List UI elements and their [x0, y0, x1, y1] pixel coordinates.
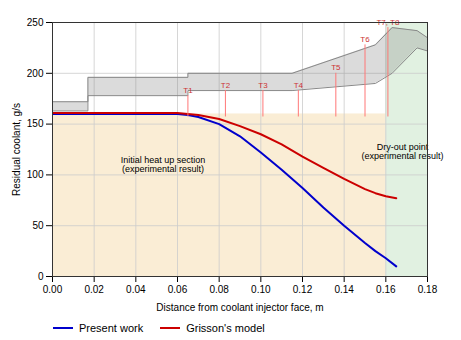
svg-text:0.04: 0.04	[126, 284, 146, 295]
svg-text:T5: T5	[331, 63, 341, 72]
svg-text:T2: T2	[221, 81, 231, 90]
svg-text:Dry-out point(experimental res: Dry-out point(experimental result)	[361, 142, 443, 161]
svg-text:250: 250	[27, 17, 44, 28]
svg-text:T1: T1	[183, 86, 193, 95]
svg-text:T7, T8: T7, T8	[376, 17, 400, 27]
svg-text:0.08: 0.08	[209, 284, 229, 295]
svg-text:0.14: 0.14	[334, 284, 354, 295]
svg-text:100: 100	[27, 169, 44, 180]
svg-text:T6: T6	[360, 35, 370, 44]
svg-text:50: 50	[32, 220, 44, 231]
svg-text:0.02: 0.02	[84, 284, 104, 295]
svg-text:200: 200	[27, 68, 44, 79]
svg-text:0.06: 0.06	[168, 284, 188, 295]
svg-text:Distance from coolant injector: Distance from coolant injector face, m	[156, 302, 323, 313]
svg-text:0.18: 0.18	[418, 284, 438, 295]
svg-text:T4: T4	[294, 81, 304, 90]
svg-text:0.12: 0.12	[293, 284, 313, 295]
svg-text:Initial heat up section(experi: Initial heat up section(experimental res…	[121, 155, 206, 174]
svg-text:0.00: 0.00	[43, 284, 63, 295]
svg-text:0: 0	[38, 271, 44, 282]
svg-text:150: 150	[27, 118, 44, 129]
svg-text:Residual coolant, g/s: Residual coolant, g/s	[11, 103, 22, 196]
html-text:Grisson's model: Grisson's model	[186, 322, 265, 334]
svg-text:T3: T3	[258, 81, 268, 90]
svg-text:0.10: 0.10	[251, 284, 271, 295]
svg-text:0.16: 0.16	[376, 284, 396, 295]
html-text:Present work: Present work	[79, 322, 144, 334]
